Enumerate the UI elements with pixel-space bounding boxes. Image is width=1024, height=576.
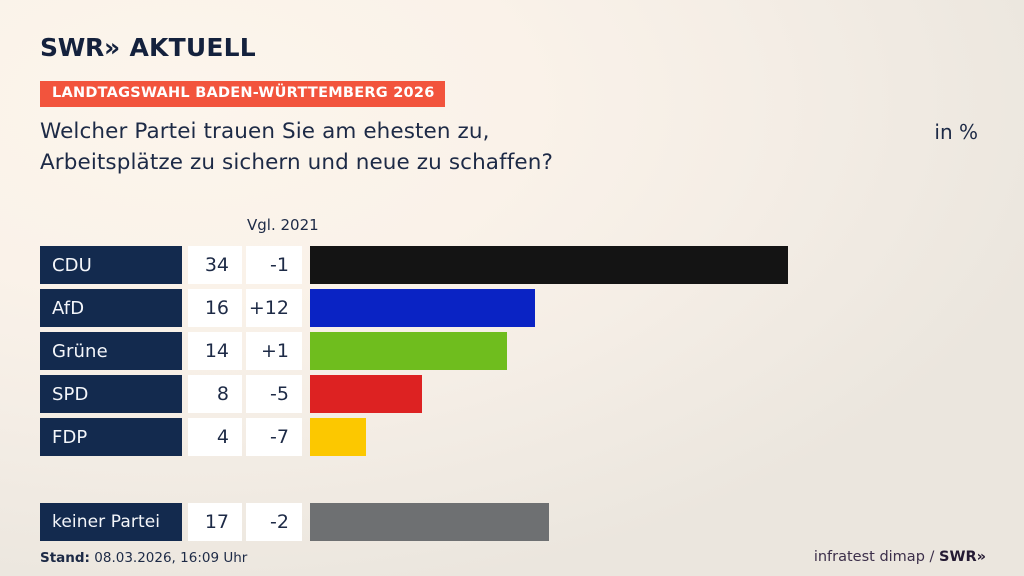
source-broadcaster: SWR [939,549,977,565]
value-cell: 34 [188,246,242,284]
chart-row: CDU 34 -1 [0,246,1024,284]
value-cell: 16 [188,289,242,327]
page-title: Welcher Partei trauen Sie am ehesten zu,… [40,117,840,178]
value-cell: 14 [188,332,242,370]
change-cell: +1 [246,332,302,370]
value-bar [310,503,549,541]
unit-label: in % [934,120,978,144]
value-text: 8 [216,383,229,405]
value-bar [310,289,535,327]
party-name: AfD [52,297,85,319]
party-name: FDP [52,426,88,448]
brand-chevron-icon: » [103,33,120,62]
party-label-cell: AfD [40,289,182,327]
party-name: CDU [52,254,92,276]
change-cell: +12 [246,289,302,327]
chart-row: AfD 16 +12 [0,289,1024,327]
swr-aktuell-logo: SWR» AKTUELL [40,33,256,62]
value-text: 14 [204,340,229,362]
headline-line-2: Arbeitsplätze zu sichern und neue zu sch… [40,149,553,175]
party-label-cell: keiner Partei [40,503,182,541]
chart-row: SPD 8 -5 [0,375,1024,413]
source-separator: / [929,549,935,565]
party-label-cell: SPD [40,375,182,413]
source-institute: infratest dimap [813,549,925,565]
value-cell: 17 [188,503,242,541]
comparison-column-header: Vgl. 2021 [247,216,319,234]
brand-swr-text: SWR [40,33,104,62]
change-text: -1 [270,254,289,276]
chart-row: keiner Partei 17 -2 [0,503,1024,541]
value-text: 17 [204,511,229,533]
value-text: 34 [204,254,229,276]
change-text: +12 [248,297,289,319]
stand-label: Stand: [40,550,90,566]
change-text: -5 [270,383,289,405]
value-cell: 4 [188,418,242,456]
source-chevron-icon: » [976,549,986,565]
change-text: +1 [260,340,289,362]
party-label-cell: FDP [40,418,182,456]
party-label-cell: CDU [40,246,182,284]
chart-row: FDP 4 -7 [0,418,1024,456]
value-bar [310,375,422,413]
headline-line-1: Welcher Partei trauen Sie am ehesten zu, [40,119,490,144]
stand-value: 08.03.2026, 16:09 Uhr [94,550,248,566]
source-credit: infratest dimap / SWR» [813,549,986,565]
party-name: Grüne [52,340,108,362]
change-cell: -7 [246,418,302,456]
change-text: -2 [270,511,289,533]
value-text: 4 [216,426,229,448]
change-cell: -2 [246,503,302,541]
chart-row: Grüne 14 +1 [0,332,1024,370]
stand-timestamp: Stand: 08.03.2026, 16:09 Uhr [40,550,247,566]
party-label-cell: Grüne [40,332,182,370]
brand-aktuell-text: AKTUELL [129,33,256,62]
party-name: SPD [52,383,89,405]
change-cell: -5 [246,375,302,413]
change-cell: -1 [246,246,302,284]
value-bar [310,418,366,456]
kicker-badge: LANDTAGSWAHL BADEN-WÜRTTEMBERG 2026 [40,81,445,107]
change-text: -7 [270,426,289,448]
party-name: keiner Partei [52,512,161,532]
value-cell: 8 [188,375,242,413]
value-text: 16 [204,297,229,319]
value-bar [310,246,788,284]
value-bar [310,332,507,370]
